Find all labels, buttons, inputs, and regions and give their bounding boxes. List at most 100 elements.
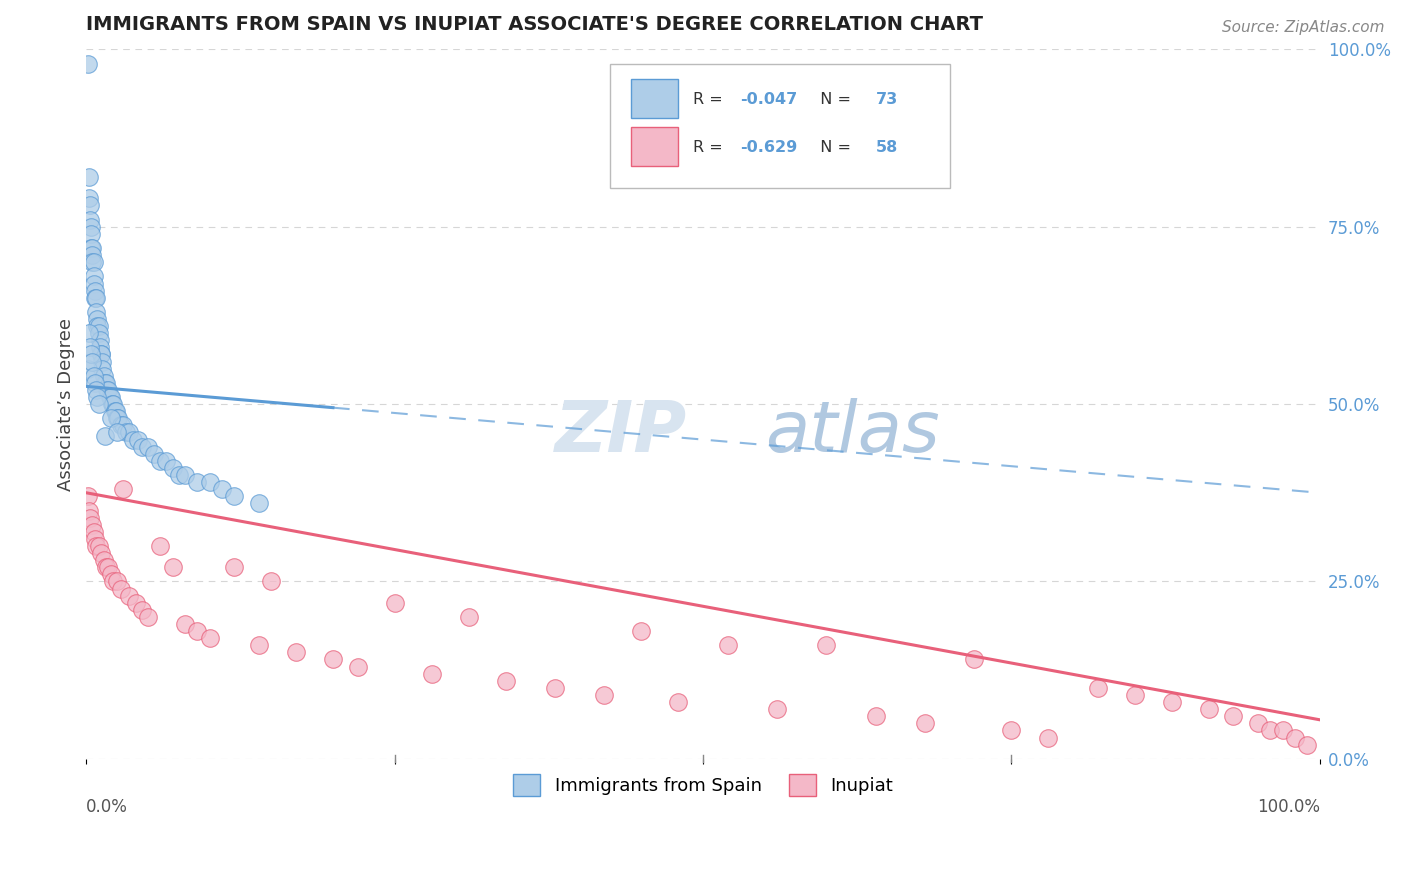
Point [174, 468, 197, 483]
Point [80, 347, 103, 361]
Point [127, 433, 149, 447]
Point [112, 418, 135, 433]
FancyBboxPatch shape [631, 128, 678, 167]
FancyBboxPatch shape [631, 79, 678, 119]
Point [198, 631, 221, 645]
Point [630, 624, 652, 639]
Y-axis label: Associate’s Degree: Associate’s Degree [58, 318, 75, 491]
Point [1087, 681, 1109, 695]
Point [666, 695, 689, 709]
Point [143, 447, 166, 461]
Point [149, 539, 172, 553]
Point [717, 638, 740, 652]
Text: ZIP: ZIP [555, 398, 688, 467]
Point [94, 376, 117, 390]
Point [101, 397, 124, 411]
Point [86, 319, 108, 334]
Point [82, 248, 104, 262]
Text: 73: 73 [876, 92, 898, 107]
Point [105, 574, 128, 589]
Point [100, 390, 122, 404]
Point [97, 560, 120, 574]
Point [124, 596, 146, 610]
Point [103, 574, 125, 589]
Point [815, 638, 838, 652]
Point [1000, 723, 1022, 738]
Point [100, 411, 122, 425]
Point [97, 383, 120, 397]
Text: R =: R = [693, 92, 728, 107]
Point [77, 191, 100, 205]
Point [83, 277, 105, 291]
Point [94, 376, 117, 390]
Point [80, 241, 103, 255]
Point [131, 440, 153, 454]
Point [87, 397, 110, 411]
Text: -0.047: -0.047 [740, 92, 797, 107]
Point [77, 170, 100, 185]
Point [80, 219, 103, 234]
Point [865, 709, 887, 723]
Point [162, 560, 184, 574]
Point [98, 390, 121, 404]
Point [1038, 731, 1060, 745]
Point [1271, 723, 1294, 738]
Point [84, 383, 107, 397]
Point [79, 212, 101, 227]
Point [89, 340, 111, 354]
Point [84, 291, 107, 305]
Point [77, 326, 100, 341]
Point [224, 489, 246, 503]
Point [87, 326, 110, 341]
Point [104, 404, 127, 418]
Point [1123, 688, 1146, 702]
Point [118, 425, 141, 440]
Point [1296, 738, 1319, 752]
Point [963, 652, 986, 666]
Point [186, 475, 208, 490]
Text: R =: R = [693, 140, 728, 155]
Point [84, 539, 107, 553]
Point [260, 574, 283, 589]
Point [457, 610, 479, 624]
Point [82, 354, 104, 368]
Point [80, 227, 103, 241]
Point [346, 659, 368, 673]
Point [105, 411, 128, 425]
Text: -0.629: -0.629 [740, 140, 797, 155]
Point [84, 291, 107, 305]
Point [1198, 702, 1220, 716]
Point [118, 589, 141, 603]
Point [322, 652, 344, 666]
Point [122, 433, 145, 447]
Point [1260, 723, 1282, 738]
Point [544, 681, 567, 695]
Point [495, 673, 517, 688]
Point [83, 255, 105, 269]
Point [87, 539, 110, 553]
Point [224, 560, 246, 574]
Text: Source: ZipAtlas.com: Source: ZipAtlas.com [1222, 20, 1385, 35]
Point [79, 510, 101, 524]
Point [90, 347, 112, 361]
Point [174, 617, 197, 632]
Point [112, 482, 135, 496]
Point [82, 241, 104, 255]
Point [107, 411, 129, 425]
Point [89, 333, 111, 347]
Point [84, 532, 107, 546]
Point [104, 404, 127, 418]
Point [110, 582, 132, 596]
Point [86, 312, 108, 326]
Point [211, 482, 233, 496]
Point [136, 610, 159, 624]
Point [96, 383, 118, 397]
Point [1284, 731, 1306, 745]
Point [91, 361, 114, 376]
Point [247, 496, 270, 510]
Point [84, 376, 107, 390]
Point [76, 56, 98, 70]
Point [155, 454, 177, 468]
Point [84, 305, 107, 319]
Point [1222, 709, 1244, 723]
